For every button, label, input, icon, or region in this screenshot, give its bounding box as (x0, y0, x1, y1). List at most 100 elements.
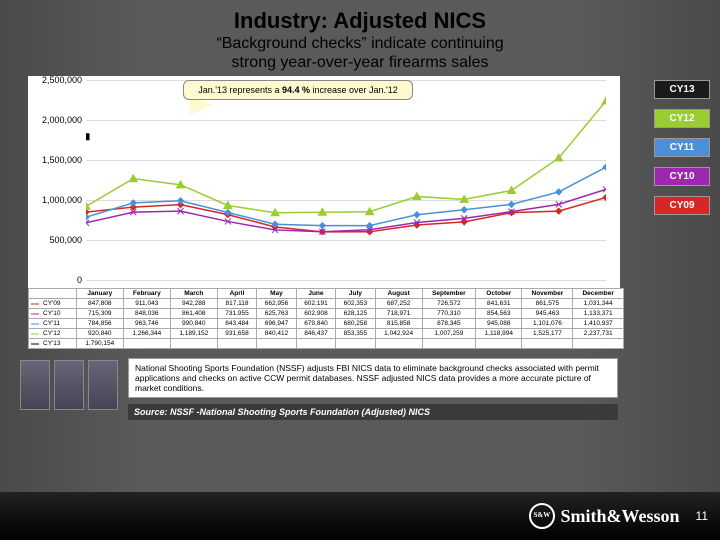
table-series-name: CY'13 (29, 339, 77, 349)
table-series-name: CY'10 (29, 309, 77, 319)
table-cell: 854,563 (476, 309, 522, 319)
line-chart-svg (86, 80, 606, 280)
table-cell: 861,408 (170, 309, 217, 319)
table-row: CY'11784,856963,746990,840843,484696,947… (29, 319, 624, 329)
series-marker-CY11 (86, 214, 89, 220)
decorative-images (20, 360, 118, 410)
brand-name: Smith&Wesson (561, 506, 680, 527)
table-header-month: December (573, 289, 624, 299)
table-cell: 931,658 (217, 329, 256, 339)
page-number: 11 (696, 509, 708, 523)
series-marker-CY11 (130, 200, 136, 206)
table-cell (170, 339, 217, 349)
table-cell: 840,412 (257, 329, 296, 339)
table-header-month: June (296, 289, 335, 299)
page-title: Industry: Adjusted NICS (0, 8, 720, 34)
series-marker-CY11 (508, 201, 514, 207)
series-marker-CY11 (461, 207, 467, 213)
table-cell: 841,631 (476, 299, 522, 309)
series-marker-CY12 (602, 97, 606, 104)
callout-text-pre: Jan.'13 represents a (198, 85, 282, 95)
y-axis-label: 500,000 (28, 235, 82, 245)
table-cell: 942,288 (170, 299, 217, 309)
table-cell: 911,043 (123, 299, 170, 309)
y-axis-label: 2,500,000 (28, 75, 82, 85)
table-cell: 1,118,994 (476, 329, 522, 339)
table-cell (217, 339, 256, 349)
table-header-month: November (522, 289, 573, 299)
callout-text-bold: 94.4 % (282, 85, 310, 95)
table-cell: 602,908 (296, 309, 335, 319)
table-cell: 847,808 (76, 299, 123, 309)
table-cell: 861,575 (522, 299, 573, 309)
table-header-month: March (170, 289, 217, 299)
source-bar: Source: NSSF -National Shooting Sports F… (128, 404, 618, 420)
table-cell: 1,410,937 (573, 319, 624, 329)
y-axis-label: 1,000,000 (28, 195, 82, 205)
table-cell: 945,463 (522, 309, 573, 319)
data-table: JanuaryFebruaryMarchAprilMayJuneJulyAugu… (28, 288, 624, 349)
series-marker-CY09 (556, 208, 562, 214)
table-cell: 1,790,154 (76, 339, 123, 349)
series-line-CY09 (86, 197, 606, 231)
series-marker-CY11 (319, 223, 325, 229)
table-cell: 1,042,924 (375, 329, 422, 339)
table-row: CY'09847,808911,043942,288817,118662,956… (29, 299, 624, 309)
series-line-CY12 (86, 101, 606, 213)
series-marker-CY13 (86, 134, 89, 140)
legend: CY13CY12CY11CY10CY09 (654, 80, 710, 225)
table-cell: 1,007,259 (422, 329, 475, 339)
table-cell: 625,763 (257, 309, 296, 319)
legend-item-CY09: CY09 (654, 196, 710, 215)
table-cell: 878,345 (422, 319, 475, 329)
table-cell (257, 339, 296, 349)
table-cell: 1,133,371 (573, 309, 624, 319)
table-cell (375, 339, 422, 349)
brand-logo-block: Smith&Wesson (529, 503, 680, 529)
table-row: CY'10715,309848,036861,408731,955625,763… (29, 309, 624, 319)
table-cell: 853,355 (336, 329, 375, 339)
series-line-CY11 (86, 167, 606, 225)
table-cell: 1,525,177 (522, 329, 573, 339)
table-header-month: August (375, 289, 422, 299)
table-cell: 696,947 (257, 319, 296, 329)
table-header-month: January (76, 289, 123, 299)
table-series-name: CY'09 (29, 299, 77, 309)
table-header-month: October (476, 289, 522, 299)
table-cell: 602,191 (296, 299, 335, 309)
y-axis-label: 1,500,000 (28, 155, 82, 165)
subtitle-line1: “Background checks” indicate continuing (0, 34, 720, 53)
series-marker-CY11 (556, 189, 562, 195)
table-cell: 726,572 (422, 299, 475, 309)
table-cell: 846,437 (296, 329, 335, 339)
subtitle-line2: strong year-over-year firearms sales (0, 53, 720, 72)
footnote: National Shooting Sports Foundation (NSS… (128, 358, 618, 398)
table-header-month: July (336, 289, 375, 299)
table-cell: 662,956 (257, 299, 296, 309)
table-cell: 628,125 (336, 309, 375, 319)
table-cell: 843,484 (217, 319, 256, 329)
table-header-month: May (257, 289, 296, 299)
table-header-month: April (217, 289, 256, 299)
series-marker-CY11 (178, 198, 184, 204)
table-cell: 945,088 (476, 319, 522, 329)
callout-bubble: Jan.'13 represents a 94.4 % increase ove… (183, 80, 413, 100)
table-header-month: September (422, 289, 475, 299)
table-cell: 602,353 (336, 299, 375, 309)
table-row: CY'131,790,154 (29, 339, 624, 349)
brand-logo-icon (529, 503, 555, 529)
table-series-name: CY'12 (29, 329, 77, 339)
table-cell: 731,955 (217, 309, 256, 319)
y-axis-label: 2,000,000 (28, 115, 82, 125)
series-marker-CY12 (129, 175, 137, 182)
table-cell: 1,189,152 (170, 329, 217, 339)
table-cell (522, 339, 573, 349)
table-cell: 817,118 (217, 299, 256, 309)
table-cell (422, 339, 475, 349)
table-cell: 715,309 (76, 309, 123, 319)
table-cell (296, 339, 335, 349)
table-cell: 770,310 (422, 309, 475, 319)
table-cell: 815,858 (375, 319, 422, 329)
series-marker-CY12 (507, 186, 515, 193)
footer-bar: Smith&Wesson 11 (0, 492, 720, 540)
